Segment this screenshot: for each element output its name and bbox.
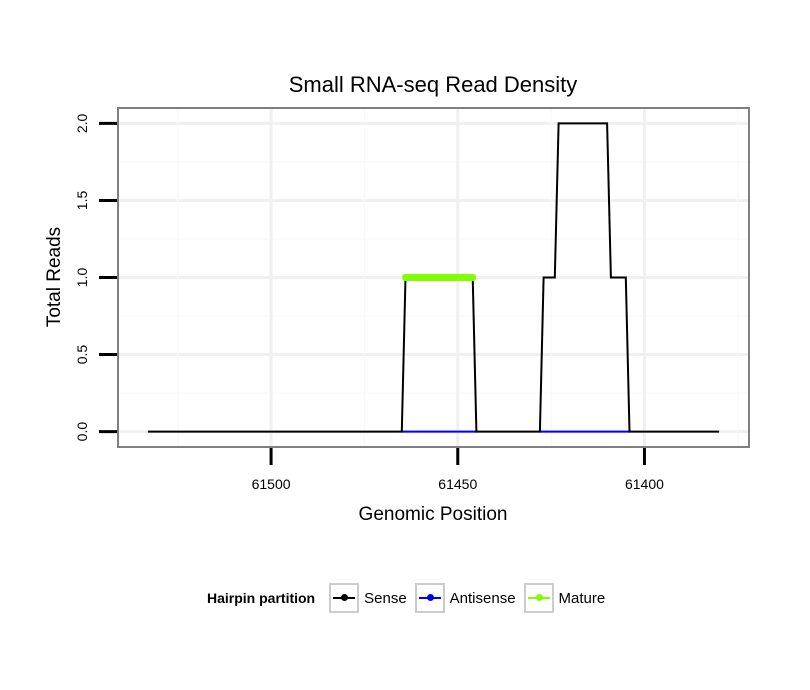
legend-item-antisense: Antisense (414, 583, 518, 613)
y-tick-label: 0.0 (74, 422, 90, 442)
legend-label-sense: Sense (364, 589, 407, 607)
y-tick-label: 1.0 (74, 268, 90, 288)
y-axis-label: Total Reads (44, 227, 65, 327)
y-axis: 0.0 0.5 1.0 1.5 2.0 (74, 113, 117, 441)
legend-title: Hairpin partition (207, 590, 316, 606)
legend-key-antisense (414, 583, 445, 613)
legend-label-antisense: Antisense (449, 589, 516, 607)
legend-item-sense: Sense (329, 583, 409, 613)
y-tick-label: 0.5 (74, 345, 90, 365)
x-axis: 61500 61450 61400 (252, 448, 664, 492)
series-layer (147, 122, 720, 433)
x-tick-label: 61450 (438, 476, 477, 492)
legend-item-mature: Mature (523, 583, 608, 613)
x-tick-label: 61400 (625, 476, 664, 492)
x-tick-label: 61500 (252, 476, 291, 492)
y-tick-label: 2.0 (74, 113, 90, 133)
legend-label-mature: Mature (558, 589, 606, 607)
chart-title: Small RNA-seq Read Density (289, 72, 578, 97)
y-tick-label: 1.5 (74, 191, 90, 211)
x-axis-label: Genomic Position (359, 504, 508, 525)
legend-key-sense (329, 583, 360, 613)
legend-key-mature (523, 583, 554, 613)
legend: Hairpin partition Sense Antisense Mature (207, 581, 613, 615)
